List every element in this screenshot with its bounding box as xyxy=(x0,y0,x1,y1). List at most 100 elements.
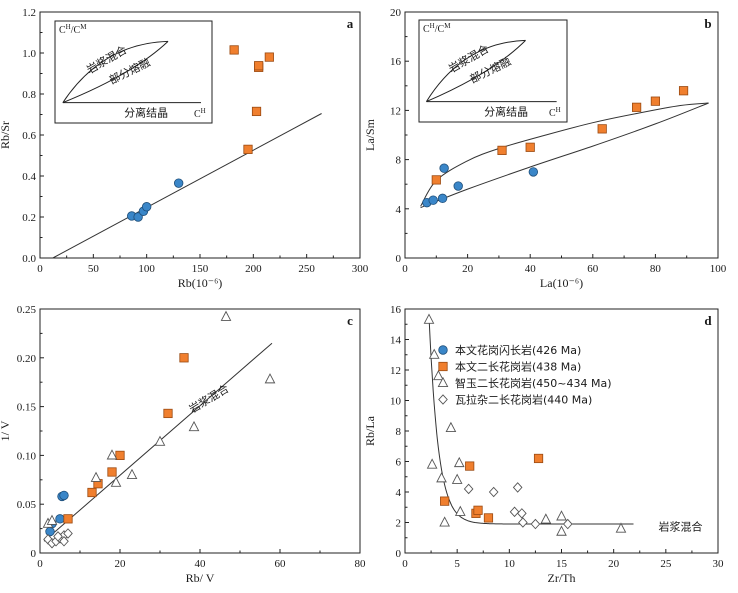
square-data-point xyxy=(465,461,475,471)
square-data-point xyxy=(264,52,274,62)
x-tick-label: 25 xyxy=(660,558,672,570)
y-tick-label: 12 xyxy=(390,365,401,377)
x-axis-label: Zr/Th xyxy=(548,571,576,585)
y-tick-label: 8 xyxy=(396,426,402,438)
y-axis-label: La/Sm xyxy=(363,118,377,151)
triangle-data-point xyxy=(556,510,567,521)
y-tick-label: 0.20 xyxy=(17,353,37,365)
triangle-data-point xyxy=(220,310,232,321)
x-tick-label: 10 xyxy=(504,558,516,570)
square-data-point xyxy=(229,45,239,55)
x-tick-label: 150 xyxy=(192,263,209,275)
diamond-data-point xyxy=(518,517,528,528)
y-tick-label: 0.8 xyxy=(22,89,36,101)
mixing-line-label: 岩浆混合 xyxy=(186,381,231,416)
inset-bottom-label-part: H xyxy=(201,107,206,115)
y-tick-label: 14 xyxy=(390,335,402,347)
inset-lower-curve xyxy=(426,40,526,103)
square-data-point xyxy=(440,496,450,506)
x-tick-label: 200 xyxy=(245,263,262,275)
x-tick-label: 100 xyxy=(710,263,727,275)
x-axis-label: Rb(10⁻⁶) xyxy=(178,276,223,290)
x-tick-label: 20 xyxy=(115,558,127,570)
inset-top-label-part: H xyxy=(430,22,435,30)
triangle-data-point xyxy=(46,514,58,525)
legend-diamond-marker xyxy=(438,394,448,405)
inset-frame xyxy=(54,20,213,124)
triangle-data-point xyxy=(556,525,567,536)
y-tick-label: 16 xyxy=(390,56,402,68)
diamond-data-point xyxy=(512,482,523,493)
y-tick-label: 16 xyxy=(390,304,402,316)
y-tick-label: 0 xyxy=(396,548,402,560)
inset-top-label-part: C xyxy=(59,25,66,36)
circle-data-point xyxy=(428,195,438,205)
inset-bottom-label-part: H xyxy=(556,106,561,114)
panel-label: b xyxy=(704,16,711,31)
x-tick-label: 30 xyxy=(713,558,725,570)
diamond-data-point xyxy=(517,508,527,519)
y-axis-label: 1/ V xyxy=(0,420,12,441)
x-tick-label: 50 xyxy=(88,263,100,275)
x-tick-label: 40 xyxy=(525,263,537,275)
legend-square-marker xyxy=(438,361,448,372)
circle-data-point xyxy=(55,514,65,524)
plot-frame xyxy=(39,308,361,554)
triangle-data-point xyxy=(433,369,444,381)
y-tick-label: 0.4 xyxy=(22,171,36,183)
triangle-data-point xyxy=(428,348,440,359)
triangle-data-point xyxy=(426,458,438,469)
legend-item: 智玉二长花岗岩(450~434 Ma) xyxy=(437,376,612,390)
triangle-data-point xyxy=(439,516,450,527)
inset-upper-curve xyxy=(425,39,526,102)
diamond-data-point xyxy=(530,518,541,530)
triangle-data-point xyxy=(453,456,465,468)
circle-data-point xyxy=(45,526,55,537)
inset-lower-curve xyxy=(62,41,169,104)
triangle-data-point xyxy=(264,373,276,384)
y-tick-label: 20 xyxy=(390,7,402,19)
inset-top-label-part: /C xyxy=(435,24,445,35)
legend-item: 本文二长花岗岩(438 Ma) xyxy=(438,360,581,374)
square-data-point xyxy=(678,86,689,96)
square-data-point xyxy=(431,175,441,185)
inset-bottom-label-part: C xyxy=(194,109,201,120)
diamond-data-point xyxy=(562,518,573,530)
diamond-data-point xyxy=(59,536,69,547)
diamond-data-point xyxy=(53,531,63,542)
x-tick-label: 250 xyxy=(298,263,315,275)
inset-bottom-label-part: C xyxy=(549,108,556,119)
circle-data-point xyxy=(141,202,152,212)
circle-data-point xyxy=(437,193,448,204)
square-data-point xyxy=(533,453,544,464)
y-tick-label: 0.6 xyxy=(22,130,36,142)
square-data-point xyxy=(632,102,642,112)
triangle-data-point xyxy=(90,471,102,482)
x-tick-label: 60 xyxy=(587,263,599,275)
square-data-point xyxy=(107,467,117,477)
inset-bottom-label: CH xyxy=(194,107,206,120)
legend: 本文花岗闪长岩(426 Ma) 本文二长花岗岩(438 Ma) 智玉二长花岗岩(45… xyxy=(437,343,612,407)
y-tick-label: 6 xyxy=(396,457,402,469)
y-tick-label: 12 xyxy=(390,105,401,117)
inset-top-label-part: M xyxy=(80,23,87,31)
x-tick-label: 60 xyxy=(275,558,287,570)
legend-label: 瓦拉杂二长花岗岩(440 Ma) xyxy=(455,393,592,407)
square-data-point xyxy=(87,487,97,498)
triangle-data-point xyxy=(445,421,457,432)
diamond-data-point xyxy=(509,506,520,518)
x-tick-label: 0 xyxy=(402,263,408,275)
circle-data-point xyxy=(528,167,539,177)
triangle-data-point xyxy=(451,473,463,484)
y-tick-label: 0.2 xyxy=(22,212,36,224)
x-tick-label: 0 xyxy=(402,558,408,570)
square-data-point xyxy=(597,124,607,134)
panel-c: 0 20 40 60 80 0 0.05 0.10 0.15 0.20 0.25 Rb/ V 1/ V c… xyxy=(0,304,366,585)
inset-fractional-crystallization-label: 分离结晶 xyxy=(484,105,528,119)
y-axis-label: Rb/Sr xyxy=(0,121,12,149)
square-data-point xyxy=(525,142,535,152)
triangle-data-point xyxy=(540,513,552,524)
y-tick-label: 10 xyxy=(390,396,402,408)
y-tick-label: 2 xyxy=(396,518,402,530)
square-data-point xyxy=(473,505,483,515)
